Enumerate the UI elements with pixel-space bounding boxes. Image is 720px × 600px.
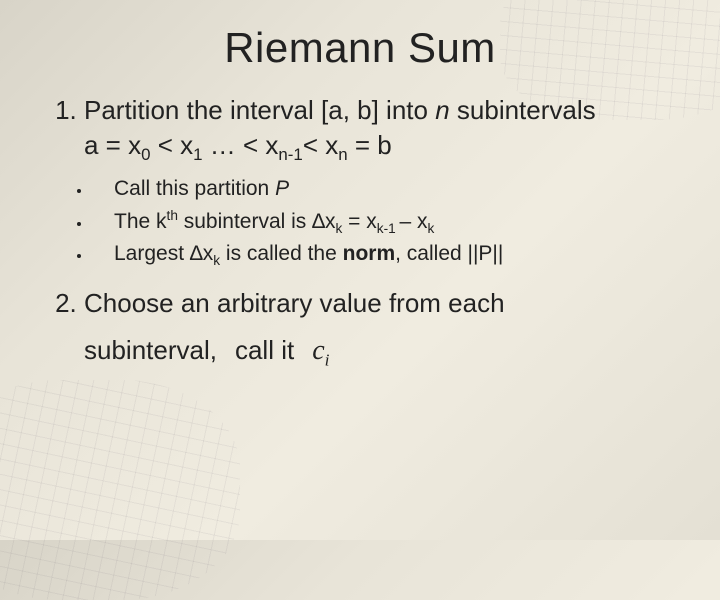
ci-c: c (312, 335, 324, 366)
item2-line2a: subinterval, (84, 334, 217, 367)
list-item-2: Choose an arbitrary value from each subi… (84, 287, 678, 369)
ci-i: i (325, 351, 330, 370)
sub-item-b: The kth subinterval is ∆xk = xk-1 – xk (92, 206, 678, 239)
slide: Riemann Sum Partition the interval [a, b… (0, 0, 720, 540)
ci-symbol: ci (312, 333, 329, 368)
item1-line1: Partition the interval [a, b] into n sub… (84, 95, 596, 125)
item1-line1-post: subintervals (450, 95, 596, 125)
list-item-1: Partition the interval [a, b] into n sub… (84, 94, 678, 271)
main-list: Partition the interval [a, b] into n sub… (42, 94, 678, 368)
sub-a-pre: Call this partition (114, 177, 275, 200)
item2-line2b: call it (235, 334, 294, 367)
sub-item-a: Call this partition P (92, 173, 678, 206)
slide-title: Riemann Sum (42, 24, 678, 72)
sub-c-norm: norm (343, 242, 396, 265)
item1-line2: a = x0 < x1 … < xn-1< xn = b (84, 129, 678, 162)
sub-c-post: , called ||P|| (395, 242, 503, 265)
item2-line1: Choose an arbitrary value from each (84, 287, 678, 320)
sub-c-pre: Largest ∆x (114, 242, 213, 265)
sub-list: Call this partition P The kth subinterva… (84, 173, 678, 271)
sub-item-c: Largest ∆xk is called the norm, called |… (92, 238, 678, 271)
item1-line1-pre: Partition the interval [a, b] into (84, 95, 435, 125)
item1-line1-n: n (435, 95, 449, 125)
item2-line2: subinterval, call it ci (84, 333, 678, 368)
sub-c-mid: is called the (220, 242, 343, 265)
sub-a-p: P (275, 177, 289, 200)
